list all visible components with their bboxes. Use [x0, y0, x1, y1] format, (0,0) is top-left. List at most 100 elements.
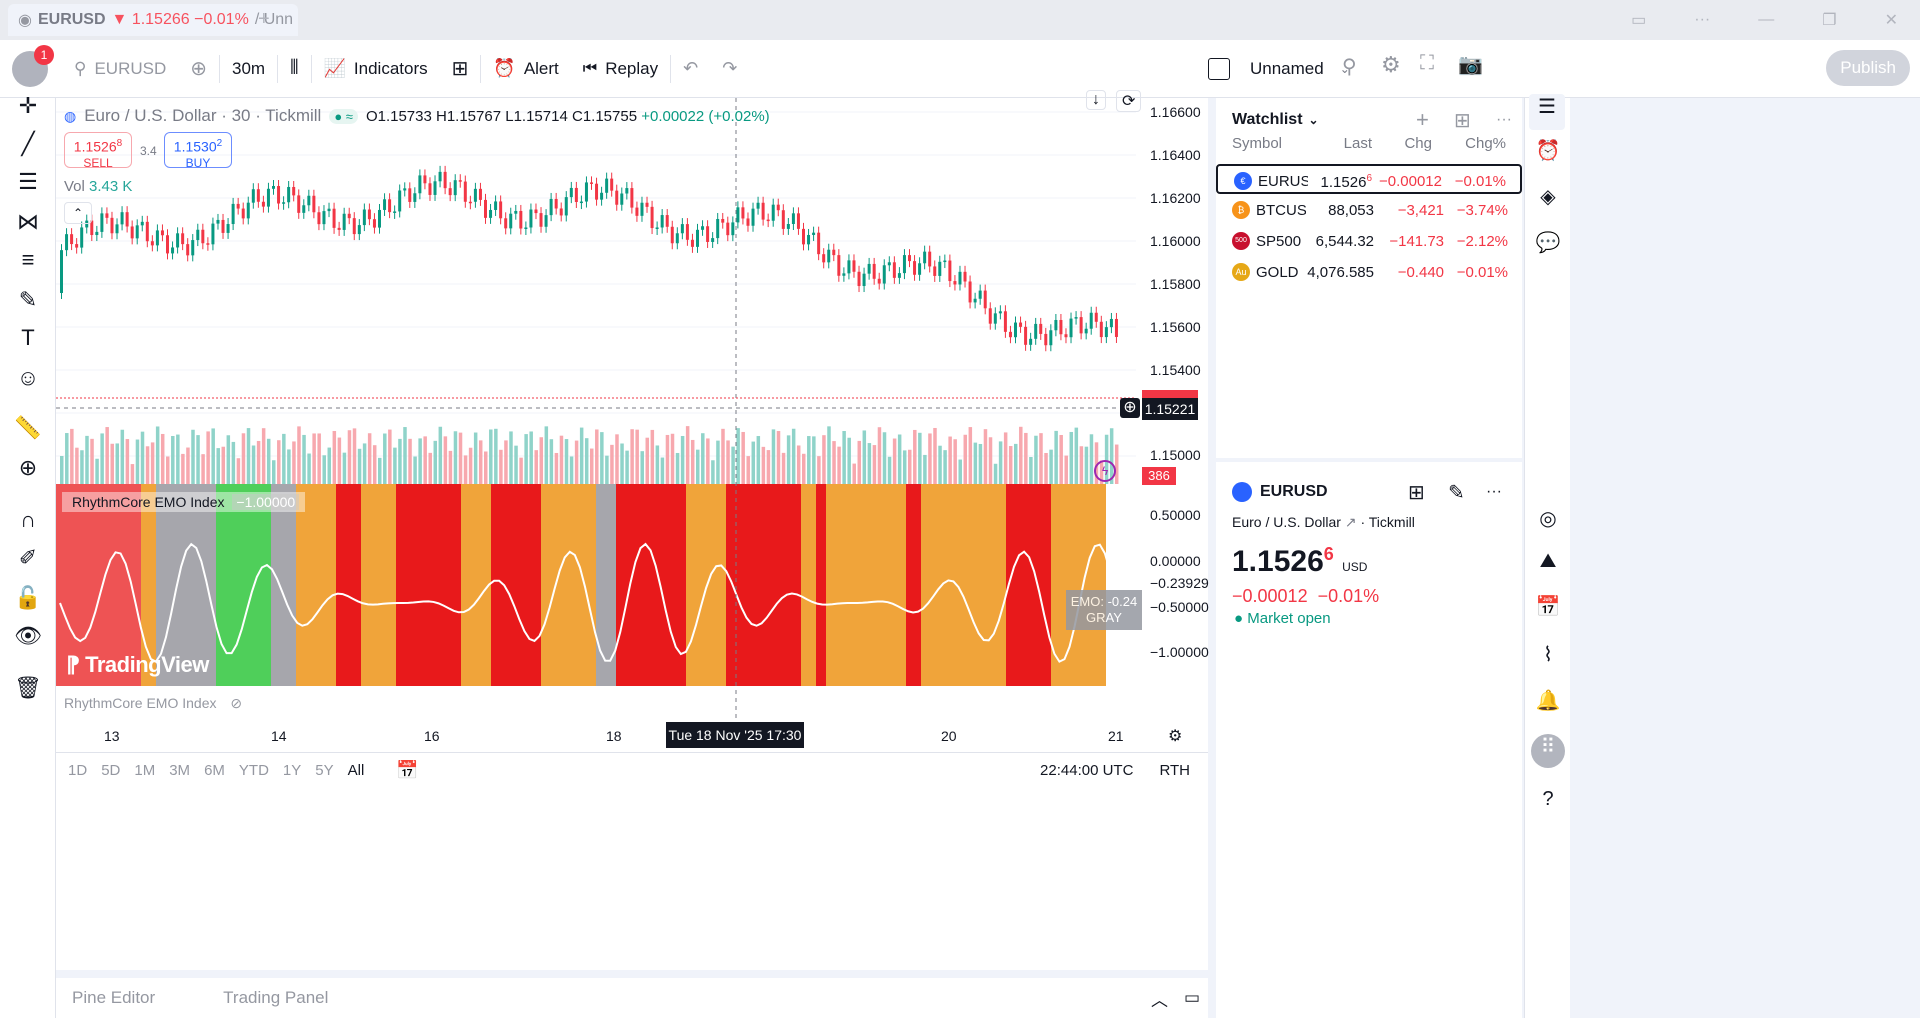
alerts-clock-icon[interactable]: ⏰: [1535, 140, 1561, 162]
more-options-icon[interactable]: ···: [1496, 111, 1512, 128]
compare-button[interactable]: ⊕: [178, 49, 219, 89]
layers-icon[interactable]: ◈: [1540, 186, 1556, 208]
tab-pine-editor[interactable]: Pine Editor: [72, 988, 156, 1007]
chart-area[interactable]: ◍ Euro / U.S. Dollar · 30 · Tickmill ● ≈…: [56, 90, 1208, 970]
symbol-search[interactable]: ⚲ EURUSD: [62, 49, 178, 89]
more-icon[interactable]: ···: [1694, 11, 1711, 28]
indicator-legend[interactable]: RhythmCore EMO Index −1.00000: [62, 492, 306, 512]
watchlist-row[interactable]: € EURUSD 1.15266 −0.00012 −0.01%: [1216, 164, 1522, 194]
watchlist-row[interactable]: Au GOLD 4,076.585 −0.440 −0.01%: [1216, 257, 1522, 287]
range-5d[interactable]: 5D: [101, 762, 121, 779]
sync-icon[interactable]: ⟳: [1116, 90, 1142, 112]
time-axis[interactable]: 13 14 16 18 20 21 ⚙: [56, 722, 1208, 750]
collapse-legend-button[interactable]: ⌃: [64, 202, 92, 224]
buy-button[interactable]: 1.15302 BUY: [164, 132, 232, 170]
candle-body: [579, 201, 583, 204]
broadcast-icon[interactable]: ⌇: [1543, 644, 1553, 666]
range-6m[interactable]: 6M: [204, 762, 225, 779]
chart-type-button[interactable]: ⫴: [278, 49, 310, 89]
clock-display[interactable]: 22:44:00 UTC: [1040, 762, 1134, 779]
horizontal-lines-icon[interactable]: ☰: [18, 169, 38, 194]
settings-icon[interactable]: ⚙: [1381, 52, 1401, 77]
fib-icon[interactable]: ≡: [21, 247, 35, 272]
new-tab-icon[interactable]: +: [258, 8, 270, 30]
range-all[interactable]: All: [347, 762, 365, 779]
browser-tab[interactable]: ◉ EURUSD ▼ 1.15266 −0.01% / Unn: [8, 4, 298, 36]
tab-trading-panel[interactable]: Trading Panel: [223, 988, 329, 1007]
close-icon[interactable]: ✕: [1884, 12, 1898, 29]
ruler-icon[interactable]: 📏: [14, 415, 42, 440]
calendar-icon[interactable]: 📅: [1535, 596, 1561, 618]
lock-drawing-icon[interactable]: ✐: [18, 545, 38, 570]
trash-icon[interactable]: 🗑: [14, 675, 42, 700]
help-icon[interactable]: ?: [1542, 788, 1554, 810]
crosshair-icon[interactable]: ✛: [18, 93, 38, 118]
indicators-button[interactable]: 📈 Indicators: [312, 49, 440, 89]
eye-icon[interactable]: 👁: [14, 623, 42, 648]
emoji-icon[interactable]: ☺: [16, 365, 40, 390]
trend-line-icon[interactable]: ╱: [21, 131, 35, 156]
ideas-icon[interactable]: ⛰: [1539, 550, 1557, 572]
text-icon[interactable]: T: [21, 325, 35, 350]
advanced-view-icon[interactable]: ⊞: [1454, 109, 1471, 132]
grid-icon[interactable]: ⊞: [1408, 481, 1425, 504]
chart-canvas[interactable]: [56, 98, 1208, 722]
alert-button[interactable]: ⏰ Alert: [481, 49, 570, 89]
replay-button[interactable]: ⏮ Replay: [571, 49, 670, 89]
external-link-icon[interactable]: ↗: [1344, 514, 1357, 530]
chat-icon[interactable]: 💬: [1535, 232, 1561, 254]
interval-button[interactable]: 30m: [220, 49, 277, 89]
fullscreen-icon[interactable]: ⛶: [1420, 52, 1434, 74]
watchlist-row[interactable]: ₿ BTCUSD 88,053 −3,421 −3.74%: [1216, 195, 1522, 225]
range-3m[interactable]: 3M: [169, 762, 191, 779]
maximize-panel-icon[interactable]: ▭: [1183, 988, 1200, 1007]
range-1d[interactable]: 1D: [68, 762, 88, 779]
avatar[interactable]: 1: [12, 44, 54, 87]
edit-icon[interactable]: ✎: [1448, 481, 1465, 504]
eye-off-icon[interactable]: ⊘: [230, 695, 243, 711]
zoom-in-icon[interactable]: ⊕: [18, 455, 38, 480]
watchlist-icon[interactable]: ☰: [1529, 94, 1565, 130]
session-toggle[interactable]: RTH: [1159, 762, 1190, 779]
minimize-icon[interactable]: —: [1758, 11, 1775, 28]
layout-menu[interactable]: Unnamed ⌄: [1196, 49, 1362, 89]
watchlist-row[interactable]: 500 SP500 6,544.32 −141.73 −2.12%: [1216, 226, 1522, 256]
watchlist-header[interactable]: Watchlist ⌄ + ⊞ ···: [1232, 98, 1522, 142]
apps-icon[interactable]: ⠿: [1531, 734, 1565, 768]
details-symbol[interactable]: EURUSD: [1260, 483, 1328, 500]
col-chgp[interactable]: Chg%: [1465, 135, 1506, 152]
target-icon[interactable]: ◎: [1539, 508, 1557, 530]
scroll-down-icon[interactable]: ↓: [1086, 90, 1106, 110]
lightning-icon[interactable]: ϟ: [1094, 460, 1116, 482]
range-5y[interactable]: 5Y: [315, 762, 334, 779]
range-1y[interactable]: 1Y: [282, 762, 302, 779]
col-symbol[interactable]: Symbol: [1232, 135, 1283, 152]
brush-icon[interactable]: ✎: [18, 287, 38, 312]
lock-icon[interactable]: 🔓: [14, 585, 42, 610]
goto-date-icon[interactable]: 📅: [396, 760, 419, 780]
restore-icon[interactable]: ❐: [1822, 12, 1837, 29]
details-exchange[interactable]: Tickmill: [1368, 514, 1415, 530]
publish-button[interactable]: Publish: [1826, 50, 1910, 86]
monitor-icon[interactable]: ▭: [1631, 12, 1647, 29]
hidden-indicator-legend[interactable]: RhythmCore EMO Index ⊘: [64, 695, 242, 712]
undo-button[interactable]: ↶: [671, 49, 710, 89]
col-last[interactable]: Last: [1343, 135, 1372, 152]
more-options-icon[interactable]: ···: [1486, 483, 1502, 500]
col-chg[interactable]: Chg: [1404, 135, 1432, 152]
sell-button[interactable]: 1.15268 SELL: [64, 132, 132, 170]
chevron-up-icon[interactable]: ︿: [1151, 990, 1168, 1010]
camera-icon[interactable]: 📷: [1458, 54, 1483, 76]
bell-icon[interactable]: 🔔: [1535, 690, 1561, 712]
pattern-icon[interactable]: ⋈: [17, 209, 39, 234]
range-ytd[interactable]: YTD: [238, 762, 269, 779]
timezone-settings-icon[interactable]: ⚙: [1168, 728, 1183, 745]
range-1m[interactable]: 1M: [134, 762, 156, 779]
redo-button[interactable]: ↷: [710, 49, 749, 89]
add-alert-icon[interactable]: ⊕: [1120, 398, 1140, 418]
add-symbol-icon[interactable]: +: [1416, 107, 1429, 132]
templates-button[interactable]: ⊞: [440, 49, 481, 89]
quick-search-icon[interactable]: ⚲: [1342, 56, 1357, 78]
volume-bar: [186, 447, 190, 484]
magnet-icon[interactable]: ∩: [20, 507, 36, 532]
